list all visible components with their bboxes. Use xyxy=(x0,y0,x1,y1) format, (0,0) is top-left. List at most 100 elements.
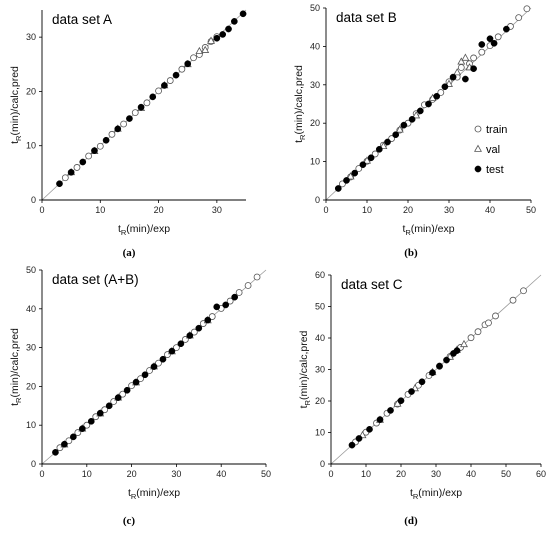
y-tick-label: 50 xyxy=(310,3,320,13)
point-val xyxy=(207,36,216,44)
point-test xyxy=(387,407,394,414)
point-test xyxy=(416,107,424,115)
point-val xyxy=(363,156,371,164)
point-train xyxy=(137,375,144,383)
point-test xyxy=(204,316,212,324)
point-train xyxy=(509,296,517,304)
x-tick-label: 30 xyxy=(171,469,181,479)
point-test xyxy=(56,180,63,188)
legend-marker-test xyxy=(474,165,482,173)
point-val xyxy=(453,68,462,76)
point-train xyxy=(172,344,180,352)
point-test xyxy=(392,131,400,139)
y-tick-label: 40 xyxy=(315,333,325,343)
point-test xyxy=(186,332,194,339)
point-train xyxy=(190,54,197,62)
point-train xyxy=(520,287,527,295)
point-test xyxy=(61,440,68,448)
point-train xyxy=(131,109,139,116)
point-val xyxy=(346,172,355,180)
point-test xyxy=(408,116,416,123)
x-tick-label: 10 xyxy=(95,205,105,215)
legend-marker-train xyxy=(474,125,482,133)
point-test xyxy=(114,125,122,133)
point-test xyxy=(433,92,441,100)
point-train xyxy=(226,297,234,305)
x-tick-label: 30 xyxy=(431,469,441,479)
point-test xyxy=(400,121,408,129)
point-test xyxy=(334,185,342,192)
point-test xyxy=(453,347,461,354)
y-tick-label: 30 xyxy=(315,365,325,375)
point-train xyxy=(371,150,379,158)
x-tick-label: 20 xyxy=(396,469,406,479)
y-tick-label: 10 xyxy=(310,157,320,167)
point-val xyxy=(460,339,468,348)
point-train xyxy=(101,406,109,414)
point-train xyxy=(96,142,104,150)
point-test xyxy=(78,425,86,433)
point-test xyxy=(486,35,494,43)
y-tick-label: 0 xyxy=(315,195,320,205)
point-test xyxy=(231,293,238,301)
point-test xyxy=(230,18,238,25)
legend-label-val: val xyxy=(486,144,500,156)
point-train xyxy=(467,334,475,342)
point-val xyxy=(195,46,204,55)
x-axis-label: tR(min)/exp xyxy=(118,223,170,237)
point-train xyxy=(108,130,116,138)
series-train xyxy=(56,273,261,452)
point-train xyxy=(437,89,445,96)
point-test xyxy=(441,83,449,91)
panel-a: 0 10 20 30 0 10 20 30 data set A tR(min)/exp tR(mi… xyxy=(9,9,247,259)
point-train xyxy=(478,48,486,56)
point-train xyxy=(190,328,198,336)
legend: train val test xyxy=(474,124,507,176)
point-test xyxy=(102,136,110,144)
series-test xyxy=(348,347,461,449)
point-test xyxy=(343,177,350,184)
point-test xyxy=(375,145,383,153)
point-train xyxy=(143,99,151,107)
x-tick-label: 0 xyxy=(39,205,44,215)
series-test xyxy=(52,293,238,456)
y-tick-label: 20 xyxy=(26,381,36,391)
series-test xyxy=(56,10,247,188)
series-val xyxy=(346,53,474,180)
point-test xyxy=(132,378,140,386)
point-test xyxy=(161,82,168,89)
point-train xyxy=(253,273,261,281)
point-test xyxy=(52,449,59,456)
point-test xyxy=(367,154,375,162)
point-test xyxy=(91,147,98,154)
panel-title: data set (A+B) xyxy=(52,272,139,287)
point-test xyxy=(225,25,232,33)
point-test xyxy=(462,75,469,83)
panel-caption: (d) xyxy=(404,515,418,527)
point-test xyxy=(159,355,167,363)
point-train xyxy=(119,390,127,398)
y-tick-label: 0 xyxy=(320,459,325,469)
x-tick-label: 20 xyxy=(403,205,413,215)
point-test xyxy=(137,103,145,111)
point-train xyxy=(457,64,465,71)
point-train xyxy=(485,319,492,327)
y-tick-label: 60 xyxy=(315,270,325,280)
y-tick-label: 10 xyxy=(315,428,325,438)
panel-title: data set B xyxy=(336,10,397,25)
point-test xyxy=(384,138,391,146)
x-tick-label: 30 xyxy=(444,205,454,215)
point-test xyxy=(470,65,477,73)
point-train xyxy=(494,33,502,41)
point-train xyxy=(155,359,162,367)
point-test xyxy=(123,386,131,394)
legend-label-train: train xyxy=(486,124,507,136)
point-train xyxy=(470,54,478,62)
point-test xyxy=(449,73,457,81)
point-test xyxy=(184,60,192,68)
point-test xyxy=(366,426,373,433)
point-test xyxy=(355,435,363,442)
y-axis-label: tR(min)/calc,pred xyxy=(298,330,312,408)
series-train xyxy=(61,33,221,182)
point-test xyxy=(239,10,247,18)
